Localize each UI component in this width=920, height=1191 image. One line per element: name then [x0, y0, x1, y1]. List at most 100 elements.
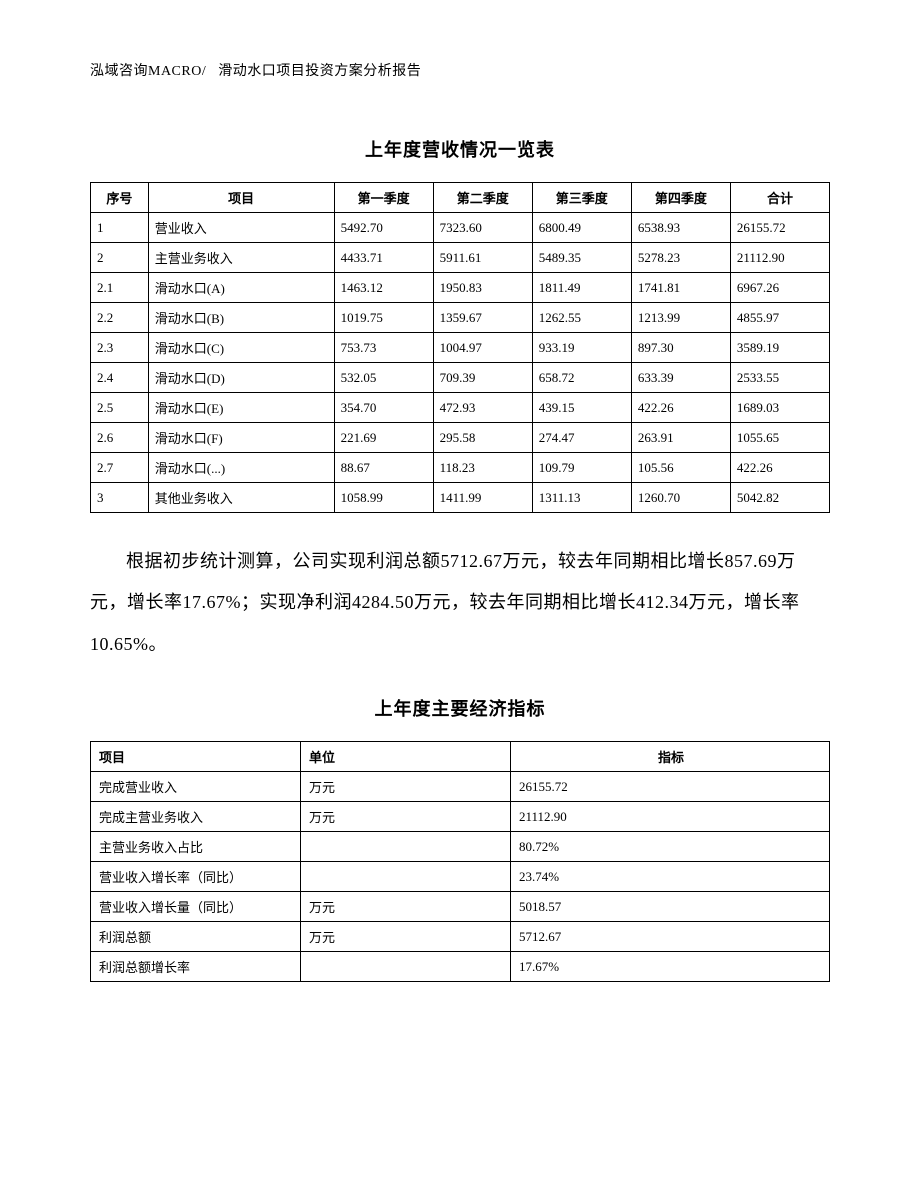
page-header: 泓域咨询MACRO/ 滑动水口项目投资方案分析报告 [90, 60, 830, 80]
table-cell: 21112.90 [730, 243, 829, 273]
table-cell: 滑动水口(F) [148, 423, 334, 453]
table-cell: 1359.67 [433, 303, 532, 333]
table-cell: 1058.99 [334, 483, 433, 513]
table-cell: 1311.13 [532, 483, 631, 513]
col-header-unit: 单位 [301, 742, 511, 772]
table-cell: 完成营业收入 [91, 772, 301, 802]
table-cell: 滑动水口(B) [148, 303, 334, 333]
table-row: 营业收入增长率（同比） 23.74% [91, 862, 830, 892]
col-header-index: 指标 [511, 742, 830, 772]
table-cell [301, 952, 511, 982]
table-cell: 1741.81 [631, 273, 730, 303]
revenue-table: 序号 项目 第一季度 第二季度 第三季度 第四季度 合计 1营业收入5492.7… [90, 182, 830, 513]
table-row: 利润总额增长率17.67% [91, 952, 830, 982]
table-cell: 23.74% [511, 862, 830, 892]
table-cell: 5018.57 [511, 892, 830, 922]
table-cell: 26155.72 [511, 772, 830, 802]
table-cell: 897.30 [631, 333, 730, 363]
table-cell: 2.7 [91, 453, 149, 483]
table-cell: 主营业务收入 [148, 243, 334, 273]
col-header-q3: 第三季度 [532, 183, 631, 213]
table-cell: 6967.26 [730, 273, 829, 303]
table-cell: 利润总额 [91, 922, 301, 952]
table-cell: 滑动水口(D) [148, 363, 334, 393]
table-cell: 422.26 [631, 393, 730, 423]
table-cell: 1411.99 [433, 483, 532, 513]
table-cell: 2533.55 [730, 363, 829, 393]
table-cell: 万元 [301, 802, 511, 832]
table-cell: 1950.83 [433, 273, 532, 303]
table-cell: 221.69 [334, 423, 433, 453]
table-cell: 6538.93 [631, 213, 730, 243]
col-header-q4: 第四季度 [631, 183, 730, 213]
table2-body: 完成营业收入万元26155.72完成主营业务收入万元21112.90主营业务收入… [91, 772, 830, 982]
table-cell: 5042.82 [730, 483, 829, 513]
table-cell: 4855.97 [730, 303, 829, 333]
table-cell: 5278.23 [631, 243, 730, 273]
table-cell: 完成主营业务收入 [91, 802, 301, 832]
col-header-q2: 第二季度 [433, 183, 532, 213]
table-cell: 2 [91, 243, 149, 273]
col-header-item: 项目 [91, 742, 301, 772]
table-header-row: 序号 项目 第一季度 第二季度 第三季度 第四季度 合计 [91, 183, 830, 213]
economic-indicators-table: 项目 单位 指标 完成营业收入万元26155.72完成主营业务收入万元21112… [90, 741, 830, 982]
table-row: 主营业务收入占比 80.72% [91, 832, 830, 862]
table-cell: 109.79 [532, 453, 631, 483]
table-cell: 295.58 [433, 423, 532, 453]
table-cell: 2.2 [91, 303, 149, 333]
table-cell: 80.72% [511, 832, 830, 862]
table-cell: 6800.49 [532, 213, 631, 243]
table-cell: 营业收入 [148, 213, 334, 243]
col-header-seq: 序号 [91, 183, 149, 213]
table-cell: 633.39 [631, 363, 730, 393]
table-cell: 滑动水口(A) [148, 273, 334, 303]
table-row: 2主营业务收入4433.715911.615489.355278.2321112… [91, 243, 830, 273]
table-cell: 658.72 [532, 363, 631, 393]
table-cell: 1019.75 [334, 303, 433, 333]
table-cell: 3 [91, 483, 149, 513]
table-cell: 1055.65 [730, 423, 829, 453]
table-row: 2.7滑动水口(...)88.67118.23109.79105.56422.2… [91, 453, 830, 483]
table-cell: 933.19 [532, 333, 631, 363]
header-company: 泓域咨询MACRO/ [90, 64, 206, 79]
table-cell: 滑动水口(C) [148, 333, 334, 363]
table-cell: 2.4 [91, 363, 149, 393]
table-cell: 滑动水口(...) [148, 453, 334, 483]
table-cell: 1260.70 [631, 483, 730, 513]
table-cell: 2.1 [91, 273, 149, 303]
table-cell: 滑动水口(E) [148, 393, 334, 423]
col-header-item: 项目 [148, 183, 334, 213]
table-row: 2.3滑动水口(C)753.731004.97933.19897.303589.… [91, 333, 830, 363]
table-cell: 354.70 [334, 393, 433, 423]
table-cell: 439.15 [532, 393, 631, 423]
table-cell: 422.26 [730, 453, 829, 483]
table-cell: 其他业务收入 [148, 483, 334, 513]
table-cell: 主营业务收入占比 [91, 832, 301, 862]
table-cell: 118.23 [433, 453, 532, 483]
table-cell: 1689.03 [730, 393, 829, 423]
table-cell [301, 862, 511, 892]
col-header-total: 合计 [730, 183, 829, 213]
table-row: 2.1滑动水口(A)1463.121950.831811.491741.8169… [91, 273, 830, 303]
table1-body: 1营业收入5492.707323.606800.496538.9326155.7… [91, 213, 830, 513]
table-header-row: 项目 单位 指标 [91, 742, 830, 772]
table-cell: 21112.90 [511, 802, 830, 832]
table-cell: 26155.72 [730, 213, 829, 243]
table-cell: 532.05 [334, 363, 433, 393]
table-cell: 753.73 [334, 333, 433, 363]
table-cell: 营业收入增长量（同比） [91, 892, 301, 922]
table-cell [301, 832, 511, 862]
table-cell: 1262.55 [532, 303, 631, 333]
table-row: 2.2滑动水口(B)1019.751359.671262.551213.9948… [91, 303, 830, 333]
table-cell: 利润总额增长率 [91, 952, 301, 982]
table1-title: 上年度营收情况一览表 [90, 136, 830, 162]
table-row: 2.4滑动水口(D)532.05709.39658.72633.392533.5… [91, 363, 830, 393]
table-cell: 营业收入增长率（同比） [91, 862, 301, 892]
table2-title: 上年度主要经济指标 [90, 695, 830, 721]
document-page: 泓域咨询MACRO/ 滑动水口项目投资方案分析报告 上年度营收情况一览表 序号 … [0, 0, 920, 1070]
table-cell: 5492.70 [334, 213, 433, 243]
table-cell: 1 [91, 213, 149, 243]
table-cell: 万元 [301, 922, 511, 952]
table-cell: 472.93 [433, 393, 532, 423]
table-row: 利润总额万元5712.67 [91, 922, 830, 952]
